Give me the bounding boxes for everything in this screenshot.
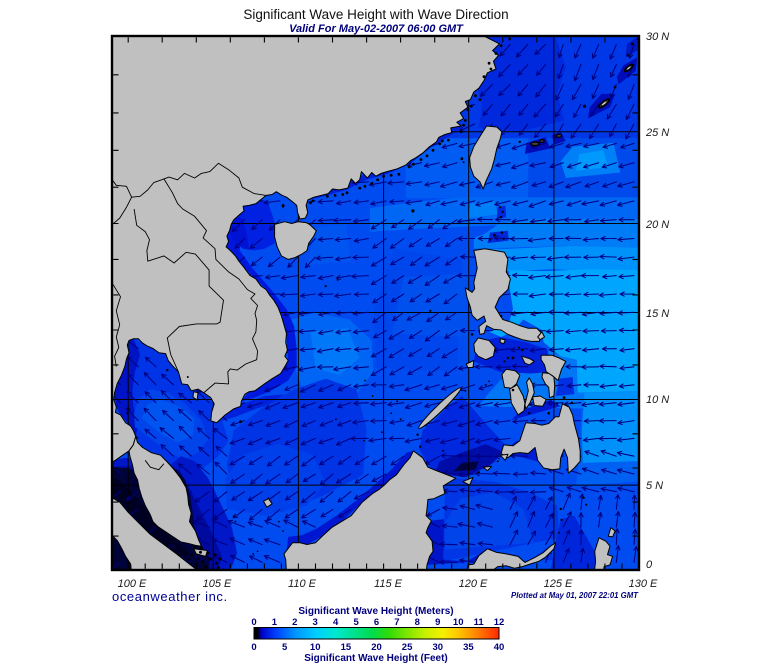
svg-text:115 E: 115 E — [374, 578, 403, 590]
svg-text:20: 20 — [371, 642, 382, 653]
svg-text:110 E: 110 E — [288, 578, 317, 590]
svg-text:105 E: 105 E — [203, 578, 232, 590]
svg-text:100 E: 100 E — [118, 578, 147, 590]
svg-text:30 N: 30 N — [646, 31, 669, 43]
svg-text:15: 15 — [341, 642, 352, 653]
svg-text:Plotted at May 01, 2007 22:01: Plotted at May 01, 2007 22:01 GMT — [511, 591, 639, 600]
svg-text:Significant Wave Height (Feet): Significant Wave Height (Feet) — [304, 653, 448, 664]
svg-text:30: 30 — [433, 642, 444, 653]
svg-text:130 E: 130 E — [629, 578, 658, 590]
svg-text:12: 12 — [494, 617, 505, 628]
svg-text:6: 6 — [374, 617, 379, 628]
svg-text:10: 10 — [310, 642, 321, 653]
svg-text:10 N: 10 N — [646, 394, 669, 406]
svg-text:oceanweather inc.: oceanweather inc. — [112, 589, 228, 604]
svg-text:25: 25 — [402, 642, 413, 653]
svg-text:1: 1 — [272, 617, 278, 628]
svg-text:7: 7 — [394, 617, 399, 628]
svg-text:10: 10 — [453, 617, 464, 628]
svg-text:35: 35 — [463, 642, 474, 653]
svg-text:4: 4 — [333, 617, 339, 628]
svg-text:11: 11 — [474, 617, 485, 628]
svg-text:125 E: 125 E — [544, 578, 573, 590]
svg-text:9: 9 — [435, 617, 440, 628]
svg-text:Significant Wave Height (Meter: Significant Wave Height (Meters) — [298, 606, 453, 617]
svg-text:20 N: 20 N — [645, 219, 669, 231]
svg-text:15 N: 15 N — [646, 308, 669, 320]
svg-text:120 E: 120 E — [459, 578, 488, 590]
svg-text:8: 8 — [415, 617, 420, 628]
svg-text:0: 0 — [251, 617, 256, 628]
svg-text:Valid For May-02-2007 06:00 GM: Valid For May-02-2007 06:00 GMT — [289, 23, 464, 35]
svg-text:40: 40 — [494, 642, 505, 653]
svg-text:5: 5 — [353, 617, 359, 628]
svg-text:25 N: 25 N — [645, 127, 669, 139]
svg-text:3: 3 — [313, 617, 318, 628]
svg-text:0: 0 — [646, 559, 653, 571]
svg-text:Significant Wave Height with W: Significant Wave Height with Wave Direct… — [243, 7, 508, 22]
svg-text:2: 2 — [292, 617, 297, 628]
svg-text:5 N: 5 N — [646, 480, 663, 492]
svg-text:5: 5 — [282, 642, 288, 653]
svg-text:0: 0 — [251, 642, 256, 653]
